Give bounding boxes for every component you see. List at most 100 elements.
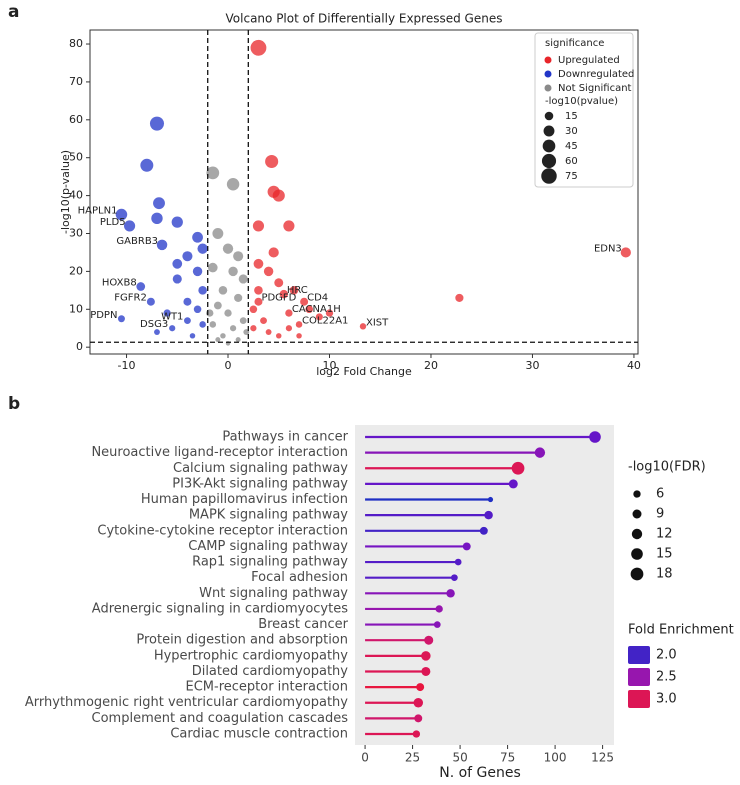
point-label: CD4	[307, 293, 328, 304]
category-label: Rap1 signaling pathway	[192, 555, 348, 570]
point	[283, 220, 295, 232]
size-legend-marker	[543, 125, 555, 137]
point	[233, 251, 244, 262]
lollipop-dot	[479, 526, 488, 535]
lollipop-dot	[589, 431, 601, 443]
x-tick-label: 30	[525, 359, 539, 372]
point	[115, 208, 128, 221]
point	[295, 321, 303, 328]
size-legend-label: 6	[656, 487, 664, 502]
size-legend-marker	[631, 528, 643, 540]
point	[249, 305, 258, 314]
point	[296, 333, 302, 339]
y-tick-label: 60	[69, 113, 83, 126]
color-legend-key	[628, 646, 650, 664]
point	[171, 216, 183, 228]
point	[265, 154, 279, 169]
point	[184, 317, 191, 325]
lollipop-dot	[446, 589, 455, 598]
point	[226, 178, 240, 191]
size-legend-label: 75	[565, 171, 578, 182]
x-axis-label: log2 Fold Change	[316, 365, 412, 378]
size-legend-label: 60	[565, 156, 578, 167]
point	[289, 286, 299, 295]
point-label: EDN3	[594, 243, 622, 254]
category-label: CAMP signaling pathway	[188, 539, 348, 554]
point	[209, 321, 217, 328]
point-label: HAPLN1	[78, 206, 118, 217]
point-label: PDGFD	[261, 293, 296, 304]
point	[172, 274, 182, 284]
point	[149, 116, 165, 131]
point	[198, 286, 207, 295]
lollipop-dot	[511, 461, 525, 475]
point	[154, 329, 160, 335]
y-tick-label: 80	[69, 37, 83, 50]
point	[220, 333, 226, 339]
point	[199, 321, 206, 328]
point	[224, 309, 232, 317]
y-tick-label: 10	[69, 302, 83, 315]
point	[250, 39, 267, 56]
point	[151, 212, 163, 225]
panel-label: a	[8, 2, 19, 22]
point	[239, 317, 247, 325]
point	[260, 317, 267, 325]
point	[206, 166, 220, 180]
panel-label: b	[8, 394, 20, 414]
legend-label: Downregulated	[558, 69, 634, 80]
size-legend-label: 9	[656, 507, 664, 522]
point	[325, 309, 334, 317]
point	[182, 251, 193, 262]
lollipop-dot	[454, 558, 462, 566]
point	[455, 293, 464, 303]
lollipop-dot	[412, 730, 421, 738]
lollipop-dot	[424, 635, 434, 645]
point	[305, 305, 313, 314]
point	[124, 220, 136, 232]
point	[163, 309, 171, 317]
point	[252, 220, 265, 232]
lollipop-dot	[462, 542, 471, 551]
plot-background	[355, 425, 614, 745]
point	[228, 266, 238, 277]
legend-label: Not Significant	[558, 83, 632, 94]
size-legend-label: 15	[656, 547, 673, 562]
point	[235, 337, 241, 343]
category-label: Arrhythmogenic right ventricular cardiom…	[25, 695, 348, 710]
point-label: PDPN	[90, 310, 117, 321]
lollipop-dot	[413, 697, 424, 708]
point	[172, 258, 183, 269]
x-tick-label: 25	[405, 751, 420, 765]
point	[254, 297, 263, 306]
y-axis-label: -log10(p-value)	[59, 150, 72, 234]
x-tick-label: 100	[544, 751, 567, 765]
point-label: GABRB3	[116, 236, 158, 247]
point-label: COL22A1	[302, 315, 348, 326]
color-legend-label: 2.0	[656, 648, 677, 663]
size-legend-marker	[633, 490, 641, 498]
lollipop-dot	[534, 447, 546, 458]
point	[153, 197, 165, 210]
x-tick-label: 50	[452, 751, 467, 765]
point	[234, 293, 243, 303]
point-label: HRC	[287, 285, 308, 296]
point-label: FGFR2	[114, 293, 147, 304]
point	[192, 266, 203, 277]
point	[156, 239, 168, 251]
size-legend-label: 15	[565, 111, 578, 122]
point-label: XIST	[366, 317, 389, 328]
lollipop-dot	[416, 683, 425, 692]
point	[238, 274, 248, 284]
point	[189, 333, 196, 339]
point	[250, 325, 257, 332]
lollipop-dot	[414, 714, 423, 723]
point	[263, 266, 274, 277]
point	[207, 262, 218, 273]
point	[212, 228, 224, 239]
size-legend-label: 18	[656, 567, 673, 582]
size-legend-label: 45	[565, 141, 578, 152]
size-legend-marker	[630, 567, 644, 581]
point-label: PLD5	[100, 217, 126, 228]
y-tick-label: 70	[69, 75, 83, 88]
